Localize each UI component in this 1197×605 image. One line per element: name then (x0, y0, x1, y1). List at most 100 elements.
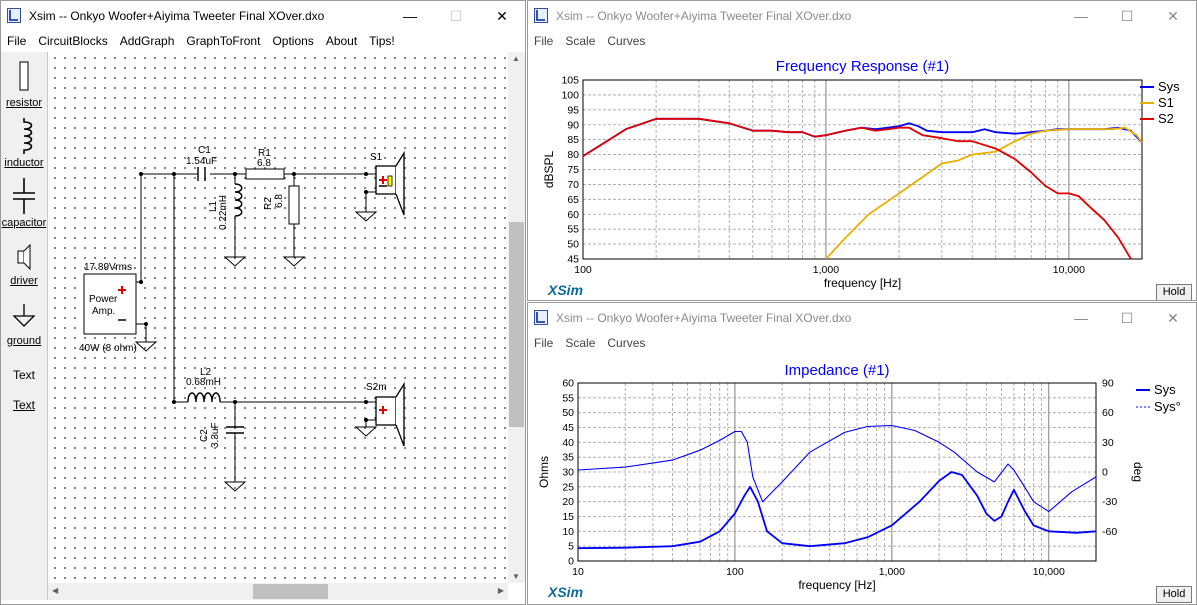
tool-ground[interactable]: ground (1, 302, 47, 347)
chart0-ytick-label: 95 (567, 104, 579, 116)
chart0-title: Frequency Response (#1) (776, 58, 949, 75)
freq-titlebar[interactable]: Xsim -- Onkyo Woofer+Aiyima Tweeter Fina… (528, 1, 1196, 31)
schematic: C1 1.54uF R1 6.8 L1 0.22mH R2 6.8 S1 17.… (79, 145, 405, 492)
menu-graphtofront[interactable]: GraphToFront (186, 34, 261, 48)
chart0-ytick-label: 70 (567, 179, 579, 191)
chart1-legend-label: Sys° (1154, 399, 1181, 414)
vertical-scrollbar[interactable]: ▲ ▼ (508, 52, 525, 583)
vertical-scroll-thumb[interactable] (509, 222, 524, 427)
l2-name: L2 (200, 367, 212, 378)
menu-tips[interactable]: Tips! (369, 34, 395, 48)
tool-text-label: Text (12, 368, 35, 382)
menu-curves[interactable]: Curves (607, 336, 646, 350)
resistor-r1[interactable] (245, 168, 285, 180)
frequency-response-chart: Frequency Response (#1) 45 50 55 60 65 70 75 80 8… (542, 58, 1180, 290)
scroll-right-arrow-icon[interactable]: ▶ (497, 586, 504, 595)
menu-file[interactable]: File (534, 336, 554, 350)
tool-capacitor[interactable]: capacitor (1, 178, 47, 229)
chart1-ytick-label: 10 (562, 526, 574, 538)
menu-scale[interactable]: Scale (565, 336, 596, 350)
close-button[interactable]: ✕ (496, 7, 508, 24)
minimize-button[interactable]: — (1074, 310, 1088, 326)
imp-titlebar[interactable]: Xsim -- Onkyo Woofer+Aiyima Tweeter Fina… (528, 303, 1196, 333)
tool-text-link-label: Text (12, 398, 35, 412)
xsim-logo: XSim (548, 584, 584, 600)
imp-menubar: File Scale Curves (528, 333, 1196, 353)
resistor-r2[interactable] (288, 185, 300, 225)
amp-power: 40W (8 ohm) (79, 343, 137, 354)
menu-options[interactable]: Options (272, 34, 314, 48)
maximize-button[interactable]: ☐ (1120, 309, 1134, 326)
chart0-legend-label: Sys (1158, 79, 1180, 94)
chart1-title: Impedance (#1) (784, 362, 889, 379)
r2-value: 6.8 (274, 194, 285, 208)
tool-driver[interactable]: driver (1, 242, 47, 287)
chart1-y2tick-label: -60 (1102, 526, 1117, 538)
menu-curves[interactable]: Curves (607, 34, 646, 48)
driver-s1[interactable] (375, 150, 405, 216)
window-title: Xsim -- Onkyo Woofer+Aiyima Tweeter Fina… (556, 9, 852, 23)
wire (136, 323, 147, 342)
chart1-xtick-label: 100 (726, 566, 744, 578)
tool-resistor[interactable]: resistor (1, 60, 47, 109)
tool-inductor-label: inductor (4, 157, 44, 169)
junction (233, 400, 237, 404)
ground-icon (12, 304, 36, 327)
chart1-series-0 (578, 471, 1096, 550)
xsim-app-icon (534, 310, 548, 325)
menu-about[interactable]: About (325, 34, 358, 48)
inductor-l2[interactable] (187, 392, 221, 403)
chart1-ytick-label: 40 (562, 437, 574, 449)
r1-name: R1 (258, 148, 271, 159)
tool-text-link[interactable]: Text (1, 398, 47, 412)
chart1-ytick-label: 45 (562, 422, 574, 434)
component-toolbox: resistor inductor capacitor driver groun… (1, 52, 48, 600)
scroll-left-arrow-icon[interactable]: ◀ (52, 586, 59, 595)
scroll-down-arrow-icon[interactable]: ▼ (512, 572, 520, 581)
s2m-name: S2m (366, 382, 387, 393)
circuit-titlebar[interactable]: Xsim -- Onkyo Woofer+Aiyima Tweeter Fina… (1, 1, 525, 31)
driver-s2m[interactable] (375, 381, 405, 447)
menu-addgraph[interactable]: AddGraph (119, 34, 175, 48)
inductor-l1[interactable] (234, 183, 243, 217)
horizontal-scroll-thumb[interactable] (253, 584, 328, 599)
capacitor-c1[interactable] (197, 167, 206, 181)
capacitor-c2[interactable] (226, 426, 244, 434)
hold-button[interactable]: Hold (1156, 586, 1192, 603)
circuit-canvas[interactable]: C1 1.54uF R1 6.8 L1 0.22mH R2 6.8 S1 17.… (48, 52, 508, 583)
chart1-y2tick-label: -30 (1102, 496, 1117, 508)
junction (364, 172, 368, 176)
chart1-plot-frame (577, 382, 1097, 562)
chart1-ytick-label: 50 (562, 407, 574, 419)
chart1-xlabel: frequency [Hz] (798, 578, 875, 592)
chart1-ytick-label: 30 (562, 467, 574, 479)
close-button[interactable]: ✕ (1167, 309, 1179, 326)
tool-resistor-label: resistor (5, 97, 43, 109)
menu-scale[interactable]: Scale (565, 34, 596, 48)
menu-file[interactable]: File (534, 34, 554, 48)
close-button[interactable]: ✕ (1167, 7, 1179, 24)
chart0-series-2 (583, 117, 1132, 259)
maximize-button[interactable]: ☐ (1120, 7, 1134, 24)
menu-circuitblocks[interactable]: CircuitBlocks (38, 34, 108, 48)
hold-button[interactable]: Hold (1156, 284, 1192, 300)
horizontal-scrollbar[interactable]: ◀ ▶ (48, 583, 508, 600)
tool-inductor[interactable]: inductor (1, 118, 47, 169)
l1-value: 0.22mH (218, 195, 229, 230)
impedance-graph[interactable]: Impedance (#1) 0 5 10 15 20 25 30 35 40 45 50 55 60 -6… (528, 354, 1196, 604)
tool-text[interactable]: Text (1, 368, 47, 382)
scroll-up-arrow-icon[interactable]: ▲ (512, 54, 520, 63)
minimize-button[interactable]: — (1074, 8, 1088, 24)
menu-file[interactable]: File (7, 34, 27, 48)
wire (136, 174, 142, 283)
chart0-ytick-label: 90 (567, 119, 579, 131)
power-amp[interactable] (83, 273, 137, 335)
chart0-ytick-label: 80 (567, 149, 579, 161)
circuit-menubar: File CircuitBlocks AddGraph GraphToFront… (1, 31, 525, 51)
xsim-app-icon (534, 8, 548, 23)
junction (144, 322, 148, 326)
frequency-response-graph[interactable]: Frequency Response (#1) 45 50 55 60 65 70 75 80 8… (528, 52, 1196, 300)
chart1-ytick-label: 25 (562, 481, 574, 493)
minimize-button[interactable]: — (403, 8, 417, 24)
maximize-button[interactable]: ☐ (449, 7, 463, 24)
